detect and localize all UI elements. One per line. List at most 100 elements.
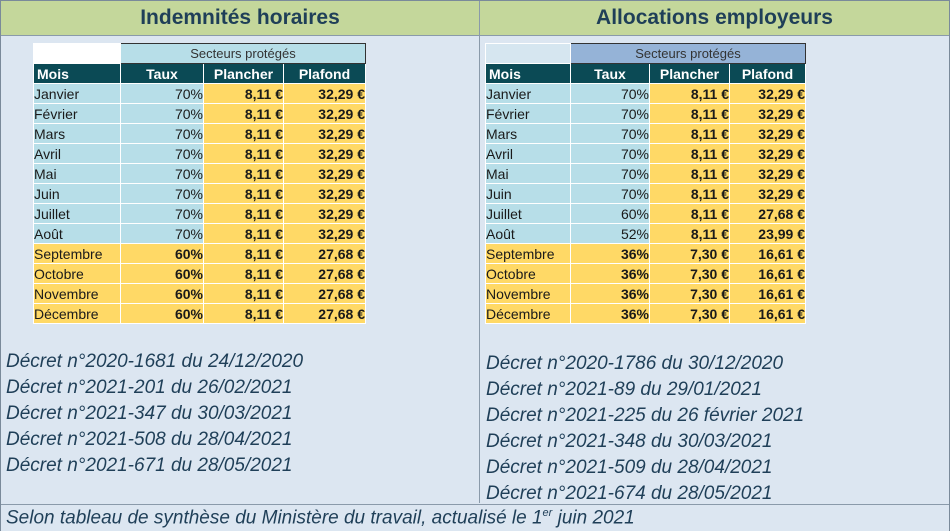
rate-cell: 36% bbox=[570, 263, 650, 284]
cap-cell: 32,29 € bbox=[283, 103, 366, 124]
month-cell: Novembre bbox=[485, 283, 571, 304]
decree-item: Décret n°2021-674 du 28/05/2021 bbox=[486, 483, 773, 504]
month-cell: Octobre bbox=[485, 263, 571, 284]
month-cell: Janvier bbox=[33, 83, 121, 104]
cap-cell: 32,29 € bbox=[729, 163, 806, 184]
cap-cell: 32,29 € bbox=[283, 83, 366, 104]
rate-cell: 70% bbox=[120, 83, 204, 104]
table-row: Mai 70% 8,11 €32,29 € bbox=[33, 163, 366, 184]
floor-cell: 8,11 € bbox=[649, 223, 730, 244]
table-row: Août 52% 8,11 €23,99 € bbox=[485, 223, 806, 244]
cap-cell: 32,29 € bbox=[283, 163, 366, 184]
table-row: Janvier 70% 8,11 €32,29 € bbox=[485, 83, 806, 104]
table-row: Juillet 60% 8,11 €27,68 € bbox=[485, 203, 806, 224]
month-cell: Février bbox=[485, 103, 571, 124]
table-row: Avril 70% 8,11 €32,29 € bbox=[33, 143, 366, 164]
rate-cell: 36% bbox=[570, 283, 650, 304]
cap-cell: 16,61 € bbox=[729, 243, 806, 264]
rate-cell: 70% bbox=[570, 83, 650, 104]
floor-cell: 8,11 € bbox=[203, 203, 284, 224]
panel-title: Allocations employeurs bbox=[480, 1, 949, 36]
rate-cell: 60% bbox=[120, 243, 204, 264]
hourly-allowance-panel: Indemnités horaires Secteurs protégés Mo… bbox=[1, 1, 480, 503]
decree-item: Décret n°2021-201 du 26/02/2021 bbox=[6, 377, 293, 398]
floor-cell: 7,30 € bbox=[649, 303, 730, 324]
cap-cell: 27,68 € bbox=[729, 203, 806, 224]
cap-cell: 23,99 € bbox=[729, 223, 806, 244]
table-row: Février 70% 8,11 €32,29 € bbox=[33, 103, 366, 124]
column-header-floor: Plancher bbox=[203, 63, 284, 84]
month-cell: Décembre bbox=[485, 303, 571, 324]
cap-cell: 16,61 € bbox=[729, 283, 806, 304]
month-cell: Novembre bbox=[33, 283, 121, 304]
month-cell: Février bbox=[33, 103, 121, 124]
rate-cell: 70% bbox=[120, 143, 204, 164]
month-cell: Août bbox=[485, 223, 571, 244]
floor-cell: 7,30 € bbox=[649, 283, 730, 304]
rate-cell: 70% bbox=[120, 203, 204, 224]
cap-cell: 32,29 € bbox=[729, 183, 806, 204]
table-row: Avril 70% 8,11 €32,29 € bbox=[485, 143, 806, 164]
floor-cell: 8,11 € bbox=[203, 83, 284, 104]
month-cell: Septembre bbox=[485, 243, 571, 264]
floor-cell: 8,11 € bbox=[649, 83, 730, 104]
month-cell: Avril bbox=[33, 143, 121, 164]
table-row: Août 70% 8,11 €32,29 € bbox=[33, 223, 366, 244]
floor-cell: 8,11 € bbox=[203, 223, 284, 244]
table-row: Février 70% 8,11 €32,29 € bbox=[485, 103, 806, 124]
floor-cell: 7,30 € bbox=[649, 243, 730, 264]
floor-cell: 8,11 € bbox=[203, 283, 284, 304]
decree-item: Décret n°2021-225 du 26 février 2021 bbox=[486, 405, 805, 426]
rate-cell: 70% bbox=[570, 163, 650, 184]
column-header-floor: Plancher bbox=[649, 63, 730, 84]
column-header-rate: Taux bbox=[570, 63, 650, 84]
table-row: Juillet 70% 8,11 €32,29 € bbox=[33, 203, 366, 224]
cap-cell: 27,68 € bbox=[283, 283, 366, 304]
decree-list: Décret n°2020-1786 du 30/12/2020 Décret n… bbox=[486, 351, 804, 507]
table-corner bbox=[485, 43, 571, 64]
floor-cell: 8,11 € bbox=[203, 183, 284, 204]
table-row: Novembre 60% 8,11 €27,68 € bbox=[33, 283, 366, 304]
rate-cell: 70% bbox=[570, 123, 650, 144]
panel-title: Indemnités horaires bbox=[1, 1, 479, 36]
month-cell: Mars bbox=[485, 123, 571, 144]
month-cell: Mai bbox=[485, 163, 571, 184]
cap-cell: 16,61 € bbox=[729, 303, 806, 324]
rate-cell: 70% bbox=[570, 103, 650, 124]
table-row: Octobre 36% 7,30 €16,61 € bbox=[485, 263, 806, 284]
rate-cell: 60% bbox=[120, 283, 204, 304]
table-row: Mars 70% 8,11 €32,29 € bbox=[33, 123, 366, 144]
rate-cell: 36% bbox=[570, 303, 650, 324]
cap-cell: 16,61 € bbox=[729, 263, 806, 284]
employer-allowance-panel: Allocations employeurs Secteurs protégés… bbox=[480, 1, 949, 504]
floor-cell: 8,11 € bbox=[203, 303, 284, 324]
table-row: Décembre 60% 8,11 €27,68 € bbox=[33, 303, 366, 324]
rate-cell: 70% bbox=[570, 143, 650, 164]
table-row: Décembre 36% 7,30 €16,61 € bbox=[485, 303, 806, 324]
column-header-month: Mois bbox=[485, 63, 571, 84]
floor-cell: 8,11 € bbox=[649, 163, 730, 184]
cap-cell: 32,29 € bbox=[729, 123, 806, 144]
table-row: Octobre 60% 8,11 €27,68 € bbox=[33, 263, 366, 284]
cap-cell: 32,29 € bbox=[283, 203, 366, 224]
rate-cell: 70% bbox=[120, 223, 204, 244]
month-cell: Août bbox=[33, 223, 121, 244]
month-cell: Janvier bbox=[485, 83, 571, 104]
floor-cell: 7,30 € bbox=[649, 263, 730, 284]
cap-cell: 32,29 € bbox=[283, 123, 366, 144]
rate-cell: 60% bbox=[570, 203, 650, 224]
floor-cell: 8,11 € bbox=[203, 263, 284, 284]
decree-item: Décret n°2021-348 du 30/03/2021 bbox=[486, 431, 773, 452]
rate-cell: 70% bbox=[570, 183, 650, 204]
rate-cell: 70% bbox=[120, 163, 204, 184]
cap-cell: 32,29 € bbox=[283, 143, 366, 164]
table-row: Mars 70% 8,11 €32,29 € bbox=[485, 123, 806, 144]
table-row: Septembre 36% 7,30 €16,61 € bbox=[485, 243, 806, 264]
sector-header: Secteurs protégés bbox=[120, 43, 366, 64]
floor-cell: 8,11 € bbox=[649, 183, 730, 204]
month-cell: Septembre bbox=[33, 243, 121, 264]
month-cell: Octobre bbox=[33, 263, 121, 284]
rate-cell: 52% bbox=[570, 223, 650, 244]
rate-cell: 36% bbox=[570, 243, 650, 264]
